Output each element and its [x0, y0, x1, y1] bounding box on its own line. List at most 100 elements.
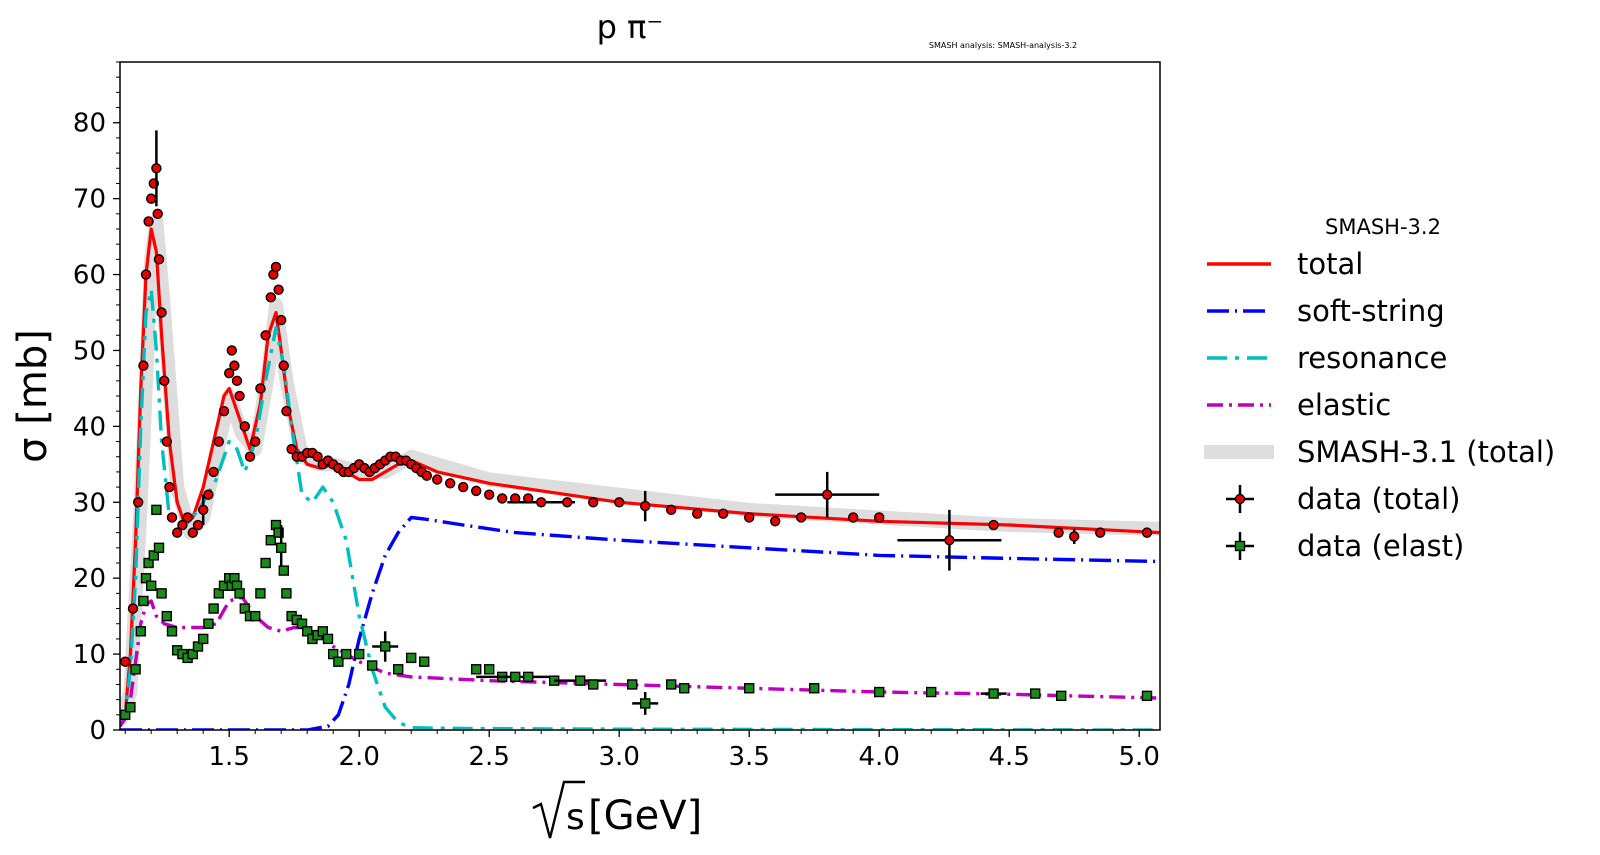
data-total-point — [744, 512, 755, 523]
data-total-point — [614, 497, 625, 508]
y-tick-label: 50 — [73, 336, 106, 366]
sqrt-symbol-icon — [532, 780, 585, 839]
data-elast-point — [1055, 690, 1067, 702]
data-elast-point — [354, 648, 365, 660]
data-total-point — [244, 451, 256, 462]
data-total-point — [278, 360, 289, 371]
chart-watermark: SMASH analysis: SMASH-analysis-3.2 — [929, 41, 1077, 50]
data-elast-point — [926, 686, 937, 698]
legend: SMASH-3.2 total soft-string resonance elast… — [1204, 215, 1555, 563]
legend-label: SMASH-3.1 (total) — [1297, 435, 1555, 469]
data-total-point — [164, 481, 175, 493]
data-total-point — [471, 485, 482, 497]
x-tick-label: 3.0 — [599, 742, 640, 772]
data-total-point — [145, 193, 157, 204]
y-axis-label: σ [mb] — [10, 329, 56, 463]
data-elast-point — [249, 610, 261, 622]
data-total-point — [1141, 527, 1153, 538]
x-tick-label: 1.5 — [209, 742, 250, 772]
data-elast-point — [809, 683, 820, 694]
data-points-layer — [120, 130, 1153, 721]
data-total-point — [666, 504, 677, 516]
y-tick-label: 20 — [73, 564, 106, 594]
x-tick-label: 2.0 — [339, 742, 380, 772]
legend-label: resonance — [1297, 341, 1447, 375]
data-total-point — [421, 470, 432, 481]
data-total-point — [276, 314, 287, 326]
data-elast-point — [203, 618, 214, 629]
data-elast-point — [380, 641, 391, 652]
data-total-point — [640, 500, 651, 512]
legend-entry-elastic: elastic — [1207, 388, 1391, 422]
y-tick-label: 60 — [73, 261, 106, 291]
data-elast-point — [588, 679, 599, 690]
data-total-point — [822, 489, 833, 500]
data-elast-point — [296, 618, 308, 629]
y-tick-label: 70 — [73, 185, 106, 215]
data-total-point — [281, 405, 292, 417]
legend-label: soft-string — [1297, 294, 1445, 328]
data-total-point — [874, 512, 885, 523]
data-total-point — [718, 508, 729, 519]
data-total-point — [848, 512, 859, 523]
legend-title: SMASH-3.2 — [1325, 215, 1441, 239]
data-total-point — [249, 436, 261, 447]
series-smash-3-1-total — [120, 214, 1160, 725]
legend-swatch-marker — [1234, 540, 1246, 552]
data-total-point — [166, 512, 178, 523]
x-axis-label: s [GeV] — [532, 780, 702, 839]
data-total-point — [161, 436, 173, 447]
data-total-point — [1068, 531, 1080, 542]
data-elast-point — [988, 688, 999, 699]
data-total-point — [223, 368, 235, 379]
data-total-point — [255, 383, 266, 394]
data-total-point — [944, 535, 955, 546]
data-elast-point — [166, 626, 178, 637]
data-elast-point — [151, 504, 162, 516]
data-total-point — [138, 360, 149, 371]
data-elast-point — [145, 580, 157, 591]
data-total-point — [208, 466, 219, 478]
data-elast-point — [153, 542, 165, 554]
x-tick-label: 4.0 — [859, 742, 900, 772]
data-total-point — [273, 284, 284, 295]
data-elast-point — [1141, 690, 1153, 702]
data-elast-point — [197, 633, 209, 645]
data-elast-point — [744, 683, 755, 694]
y-axis: 0 10 20 30 40 50 60 70 80 — [73, 61, 120, 746]
data-total-point — [265, 292, 276, 303]
legend-label: data (elast) — [1297, 529, 1464, 563]
data-elast-point — [273, 527, 284, 538]
data-elast-point — [281, 588, 292, 599]
data-elast-point — [341, 648, 352, 660]
data-elast-point — [484, 664, 495, 675]
data-elast-point — [260, 557, 271, 569]
data-elast-point — [278, 565, 289, 576]
data-total-point — [536, 497, 547, 508]
data-total-point — [182, 512, 193, 523]
legend-label: data (total) — [1297, 482, 1460, 516]
data-total-point — [152, 208, 163, 220]
legend-entry-smash-3-1-total: SMASH-3.1 (total) — [1204, 435, 1555, 469]
x-tick-label: 2.5 — [469, 742, 510, 772]
x-tick-label: 3.5 — [729, 742, 770, 772]
data-total-point — [127, 603, 139, 614]
data-total-point — [260, 330, 271, 341]
data-elast-point — [627, 679, 638, 690]
y-tick-label: 80 — [73, 109, 106, 139]
data-total-point — [432, 474, 443, 485]
data-total-point — [213, 436, 225, 447]
data-total-point — [171, 527, 183, 538]
data-total-point — [140, 269, 152, 280]
legend-entry-data-elast: data (elast) — [1226, 529, 1464, 563]
y-tick-label: 0 — [89, 716, 106, 746]
data-total-point — [192, 519, 204, 531]
data-total-point — [1053, 527, 1064, 538]
legend-swatch-marker — [1234, 493, 1246, 505]
plot-frame — [119, 61, 1161, 731]
data-total-point — [177, 519, 188, 531]
data-total-point — [988, 519, 999, 531]
data-elast-point — [640, 698, 651, 709]
y-tick-label: 10 — [73, 640, 106, 670]
x-axis: 1.5 2.0 2.5 3.0 3.5 4.0 4.5 5.0 — [124, 730, 1160, 772]
